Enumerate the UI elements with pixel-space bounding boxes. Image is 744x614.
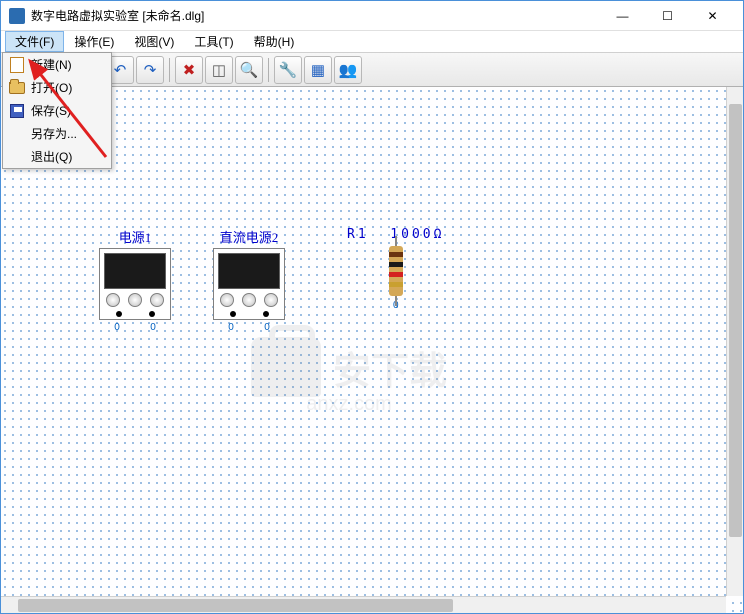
file-menu-saveas[interactable]: 另存为...: [3, 122, 111, 145]
menu-item-label: 保存(S): [31, 102, 103, 119]
tool-inspect[interactable]: 🔍: [235, 56, 263, 84]
terminal-icon[interactable]: [149, 311, 155, 317]
knob-icon[interactable]: [128, 293, 142, 307]
tool-select-area[interactable]: ◫: [205, 56, 233, 84]
blank-icon: [7, 149, 27, 165]
toolbar-separator: [169, 58, 170, 82]
maximize-button[interactable]: ☐: [645, 2, 690, 30]
knob-icon[interactable]: [220, 293, 234, 307]
design-canvas[interactable]: 电源1 0 0: [1, 87, 743, 613]
terminal-icon[interactable]: [263, 311, 269, 317]
knob-icon[interactable]: [106, 293, 120, 307]
tool-palette[interactable]: ▦: [304, 56, 332, 84]
terminal-value: 0: [114, 322, 120, 333]
psu1-screen: [104, 253, 166, 289]
open-icon: [7, 80, 27, 96]
terminal-value: 0: [228, 322, 234, 333]
psu2-terminals: [216, 309, 282, 317]
menu-edit[interactable]: 操作(E): [64, 31, 124, 52]
knob-icon[interactable]: [242, 293, 256, 307]
psu1-knobs: [102, 291, 168, 309]
terminal-value: 0: [150, 322, 156, 333]
menubar: 文件(F)操作(E)视图(V)工具(T)帮助(H): [1, 31, 743, 53]
tool-delete[interactable]: ✖: [175, 56, 203, 84]
menu-file[interactable]: 文件(F): [5, 31, 64, 52]
toolbar-separator: [268, 58, 269, 82]
window-title: 数字电路虚拟实验室 [未命名.dlg]: [31, 7, 600, 24]
component-psu1[interactable]: 电源1 0 0: [99, 227, 171, 333]
psu2-label: 直流电源2: [213, 227, 285, 246]
terminal-value: 0: [264, 322, 270, 333]
tool-components[interactable]: 👥: [334, 56, 362, 84]
component-r1[interactable]: R1 1000Ω 0: [347, 227, 444, 311]
scrollbar-horizontal[interactable]: [1, 596, 726, 613]
watermark-icon: [251, 337, 321, 397]
psu2-body: [213, 248, 285, 320]
psu1-terminals: [102, 309, 168, 317]
terminal-icon[interactable]: [116, 311, 122, 317]
toolbar: ↶↷✖◫🔍🔧▦👥: [1, 53, 743, 87]
save-icon: [7, 103, 27, 119]
resistor-band: [389, 262, 403, 267]
menu-item-label: 打开(O): [31, 79, 103, 96]
menu-item-label: 新建(N): [31, 56, 103, 73]
blank-icon: [7, 126, 27, 142]
resistor-band: [389, 272, 403, 277]
resistor-band: [389, 282, 403, 287]
menu-item-label: 退出(Q): [31, 148, 103, 165]
knob-icon[interactable]: [150, 293, 164, 307]
psu2-screen: [218, 253, 280, 289]
tool-settings[interactable]: 🔧: [274, 56, 302, 84]
file-menu-exit[interactable]: 退出(Q): [3, 145, 111, 168]
resistor-band: [389, 252, 403, 257]
file-menu-dropdown: 新建(N) 打开(O) 保存(S) 另存为... 退出(Q): [2, 52, 112, 169]
watermark-sub: anxz.com: [306, 393, 392, 416]
menu-item-label: 另存为...: [31, 125, 103, 142]
file-menu-new[interactable]: 新建(N): [3, 53, 111, 76]
psu2-knobs: [216, 291, 282, 309]
file-menu-save[interactable]: 保存(S): [3, 99, 111, 122]
menu-tools[interactable]: 工具(T): [184, 31, 243, 52]
window-controls: — ☐ ✕: [600, 2, 735, 30]
new-icon: [7, 57, 27, 73]
psu1-body: [99, 248, 171, 320]
component-psu2[interactable]: 直流电源2 0 0: [213, 227, 285, 333]
psu1-values: 0 0: [99, 322, 171, 333]
file-menu-open[interactable]: 打开(O): [3, 76, 111, 99]
psu2-values: 0 0: [213, 322, 285, 333]
app-icon: [9, 8, 25, 24]
watermark-main: 安下载: [333, 340, 447, 395]
close-button[interactable]: ✕: [690, 2, 735, 30]
watermark: 安下载 anxz.com: [251, 337, 447, 416]
resistor-body: [389, 246, 403, 296]
menu-help[interactable]: 帮助(H): [244, 31, 305, 52]
tool-redo[interactable]: ↷: [136, 56, 164, 84]
psu1-label: 电源1: [99, 227, 171, 246]
terminal-icon[interactable]: [230, 311, 236, 317]
scrollbar-vertical[interactable]: [726, 87, 743, 596]
titlebar[interactable]: 数字电路虚拟实验室 [未命名.dlg] — ☐ ✕: [1, 1, 743, 31]
minimize-button[interactable]: —: [600, 2, 645, 30]
knob-icon[interactable]: [264, 293, 278, 307]
menu-view[interactable]: 视图(V): [124, 31, 184, 52]
canvas-wrap: 电源1 0 0: [1, 87, 743, 613]
